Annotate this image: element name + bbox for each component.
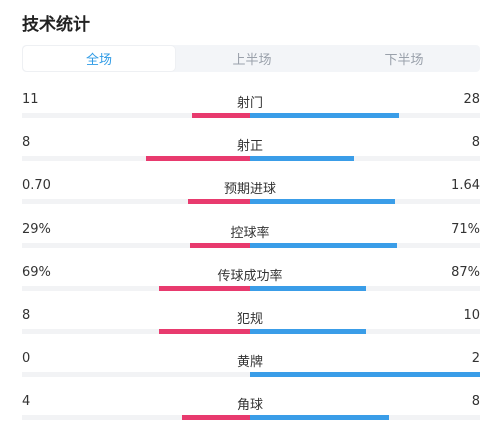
- stat-row: 0.70 预期进球 1.64: [0, 178, 500, 214]
- stat-row: 0 黄牌 2: [0, 351, 500, 387]
- period-tabs: 全场 上半场 下半场: [22, 45, 480, 72]
- stat-label: 犯规: [236, 312, 263, 327]
- home-value: 11: [22, 92, 39, 107]
- home-bar: [188, 199, 250, 205]
- away-value: 71%: [451, 221, 480, 237]
- away-value: 10: [463, 308, 480, 323]
- away-bar: [250, 415, 389, 421]
- away-bar: [250, 242, 397, 248]
- home-value: 0.70: [22, 178, 51, 194]
- away-value: 8: [471, 135, 480, 151]
- home-value: 0: [22, 351, 31, 367]
- stat-row: 69% 传球成功率 87%: [0, 265, 500, 301]
- away-bar: [250, 113, 399, 118]
- stat-row: 11 射门 28: [0, 92, 500, 128]
- home-bar: [159, 285, 250, 291]
- home-value: 8: [22, 308, 31, 323]
- page-title: 技术统计: [22, 15, 90, 35]
- stat-label: 角球: [236, 398, 263, 414]
- home-bar: [192, 113, 250, 118]
- home-bar: [190, 242, 250, 248]
- stat-row: 4 角球 8: [0, 394, 500, 430]
- away-value: 2: [471, 351, 480, 367]
- tab-second-half[interactable]: 下半场: [384, 53, 424, 68]
- home-bar: [146, 156, 250, 162]
- home-value: 4: [22, 394, 31, 410]
- stat-row: 29% 控球率 71%: [0, 222, 500, 258]
- stat-label: 预期进球: [223, 182, 276, 198]
- away-bar: [250, 199, 395, 205]
- stat-label: 控球率: [230, 225, 270, 241]
- stat-label: 射正: [236, 139, 263, 155]
- home-bar: [159, 329, 250, 334]
- tab-first-half[interactable]: 上半场: [232, 53, 272, 68]
- home-value: 29%: [22, 221, 51, 237]
- stat-label: 射门: [236, 96, 263, 111]
- stat-row: 8 犯规 10: [0, 308, 500, 344]
- stat-row: 8 射正 8: [0, 135, 500, 171]
- away-value: 1.64: [451, 178, 480, 194]
- away-value: 28: [463, 92, 480, 107]
- stat-label: 传球成功率: [217, 268, 283, 284]
- away-bar: [250, 372, 480, 378]
- away-bar: [250, 156, 354, 162]
- away-value: 8: [471, 394, 480, 410]
- home-value: 8: [22, 135, 31, 151]
- stat-label: 黄牌: [236, 355, 263, 371]
- away-bar: [250, 285, 366, 291]
- away-bar: [250, 329, 366, 334]
- home-value: 69%: [22, 264, 51, 280]
- away-value: 87%: [451, 264, 480, 280]
- home-bar: [182, 415, 250, 421]
- tab-full-match[interactable]: 全场: [23, 46, 175, 71]
